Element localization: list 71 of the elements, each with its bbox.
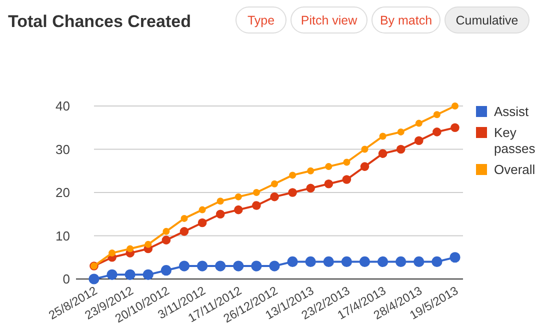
point bbox=[414, 256, 424, 267]
point bbox=[234, 193, 242, 200]
point bbox=[378, 256, 388, 267]
point bbox=[379, 132, 386, 140]
point bbox=[414, 136, 424, 145]
text: Cumulative bbox=[456, 14, 518, 28]
y-tick-label: 10 bbox=[56, 228, 70, 244]
point bbox=[360, 162, 370, 171]
y-tick-label: 30 bbox=[56, 142, 70, 157]
point bbox=[142, 269, 154, 280]
point bbox=[269, 260, 280, 272]
point bbox=[396, 256, 406, 267]
point bbox=[144, 240, 152, 248]
point bbox=[106, 269, 118, 280]
point bbox=[252, 189, 260, 196]
point bbox=[271, 180, 278, 188]
chart-title: Total Chances Created bbox=[8, 12, 191, 31]
point bbox=[126, 245, 134, 252]
point bbox=[270, 192, 279, 202]
legend-label: Key passes bbox=[494, 125, 536, 156]
point bbox=[432, 128, 442, 136]
point bbox=[251, 260, 262, 272]
point bbox=[433, 111, 440, 118]
text: Pitch view bbox=[300, 14, 358, 28]
point bbox=[233, 260, 244, 272]
point bbox=[180, 227, 189, 236]
point bbox=[108, 250, 116, 257]
legend-label: Assist bbox=[494, 104, 530, 119]
point bbox=[415, 120, 422, 127]
point bbox=[197, 260, 208, 272]
point bbox=[160, 265, 172, 276]
point bbox=[162, 236, 171, 244]
point bbox=[450, 252, 460, 263]
point bbox=[305, 256, 316, 267]
text: By match bbox=[380, 14, 432, 28]
point bbox=[361, 146, 368, 153]
point bbox=[88, 274, 100, 284]
point bbox=[180, 214, 188, 222]
point bbox=[198, 206, 206, 214]
point bbox=[342, 175, 352, 184]
point bbox=[452, 102, 458, 110]
point bbox=[216, 210, 225, 219]
point bbox=[234, 205, 243, 214]
point bbox=[324, 179, 334, 188]
point bbox=[289, 172, 296, 179]
point bbox=[450, 123, 460, 132]
point bbox=[216, 198, 224, 205]
point bbox=[252, 201, 261, 210]
point bbox=[432, 256, 442, 267]
point bbox=[288, 188, 297, 197]
y-tick-label: 20 bbox=[56, 185, 70, 200]
y-tick-label: 0 bbox=[62, 272, 70, 286]
point bbox=[341, 256, 352, 267]
point bbox=[124, 269, 136, 280]
point bbox=[306, 184, 315, 193]
point bbox=[323, 256, 334, 267]
point bbox=[215, 260, 226, 272]
point bbox=[359, 256, 370, 267]
point bbox=[325, 163, 332, 170]
point bbox=[307, 167, 314, 174]
point bbox=[178, 260, 190, 272]
legend-label: Overall bbox=[494, 162, 536, 177]
point bbox=[378, 149, 388, 158]
point bbox=[396, 144, 406, 154]
point bbox=[162, 228, 170, 235]
point bbox=[198, 218, 207, 228]
point bbox=[287, 256, 298, 267]
text: Type bbox=[247, 14, 275, 28]
point bbox=[397, 128, 404, 136]
point bbox=[343, 158, 350, 166]
y-tick-label: 40 bbox=[56, 98, 70, 114]
